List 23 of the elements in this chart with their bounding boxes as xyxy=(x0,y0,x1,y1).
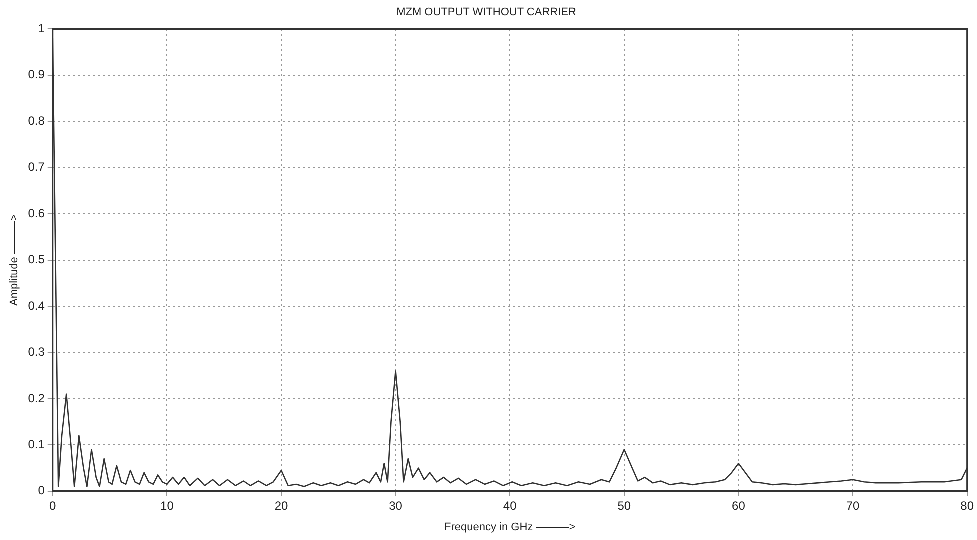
x-tick-label: 50 xyxy=(618,498,632,513)
x-axis-title: Frequency in GHz ———> xyxy=(444,521,576,534)
y-tick-label: 0.4 xyxy=(28,298,46,313)
x-tick-label: 0 xyxy=(50,498,57,513)
y-tick-label: 0.9 xyxy=(28,68,46,82)
y-tick-label: 0.3 xyxy=(28,345,46,360)
y-tick-label: 1 xyxy=(38,22,46,36)
x-tick-label: 10 xyxy=(160,498,174,513)
y-tick-label: 0 xyxy=(38,484,46,498)
y-tick-label: 0.1 xyxy=(28,437,46,452)
y-tick-label: 0.2 xyxy=(28,391,46,406)
x-tick-label: 80 xyxy=(960,498,974,513)
x-tick-label: 30 xyxy=(389,498,403,513)
x-tick-label: 60 xyxy=(732,498,746,513)
x-tick-label: 70 xyxy=(846,498,860,513)
x-tick-label: 20 xyxy=(274,498,288,513)
y-axis-title: Amplitude ———> xyxy=(8,214,21,306)
chart-title: MZM OUTPUT WITHOUT CARRIER xyxy=(396,6,576,19)
y-tick-label: 0.5 xyxy=(28,252,46,267)
x-tick-label: 40 xyxy=(503,498,518,513)
y-tick-label: 0.8 xyxy=(28,114,46,128)
y-tick-label: 0.6 xyxy=(28,206,46,220)
y-tick-label: 0.7 xyxy=(28,160,46,174)
